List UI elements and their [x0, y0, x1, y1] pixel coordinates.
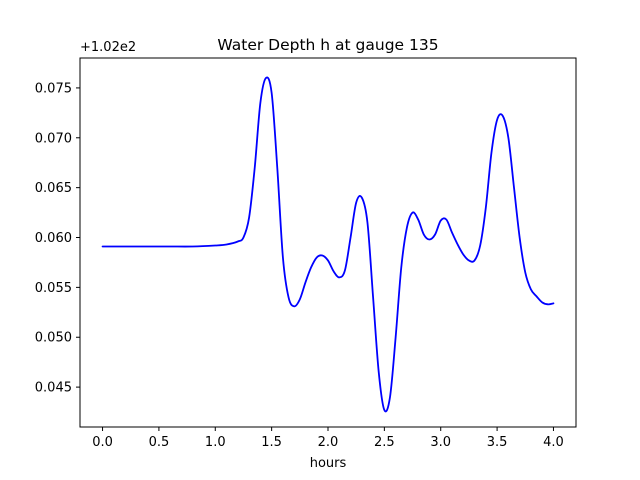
x-axis-label: hours [310, 456, 347, 471]
chart-title: Water Depth h at gauge 135 [217, 36, 438, 54]
series-line [101, 76, 555, 413]
x-tick-label: 1.5 [261, 435, 282, 450]
y-tick-label: 0.075 [35, 81, 72, 96]
y-tick-label: 0.050 [35, 331, 72, 346]
y-tick-label: 0.055 [35, 281, 72, 296]
x-tick-label: 4.0 [543, 435, 564, 450]
x-tick-label: 1.0 [205, 435, 226, 450]
y-tick-label: 0.060 [35, 231, 72, 246]
y-offset-label: +1.02e2 [80, 40, 136, 55]
x-tick-label: 2.0 [318, 435, 339, 450]
x-tick-label: 0.5 [149, 435, 170, 450]
y-tick-label: 0.045 [35, 381, 72, 396]
x-tick-label: 3.0 [430, 435, 451, 450]
y-axis: 0.045 0.050 0.055 0.060 0.065 0.070 0.075 [35, 81, 80, 396]
x-tick-label: 2.5 [374, 435, 395, 450]
x-axis: 0.0 0.5 1.0 1.5 2.0 2.5 3.0 3.5 4.0 [92, 427, 564, 450]
x-tick-label: 3.5 [487, 435, 508, 450]
y-tick-label: 0.065 [35, 181, 72, 196]
y-tick-label: 0.070 [35, 131, 72, 146]
x-tick-label: 0.0 [92, 435, 113, 450]
plot-area [101, 76, 555, 413]
